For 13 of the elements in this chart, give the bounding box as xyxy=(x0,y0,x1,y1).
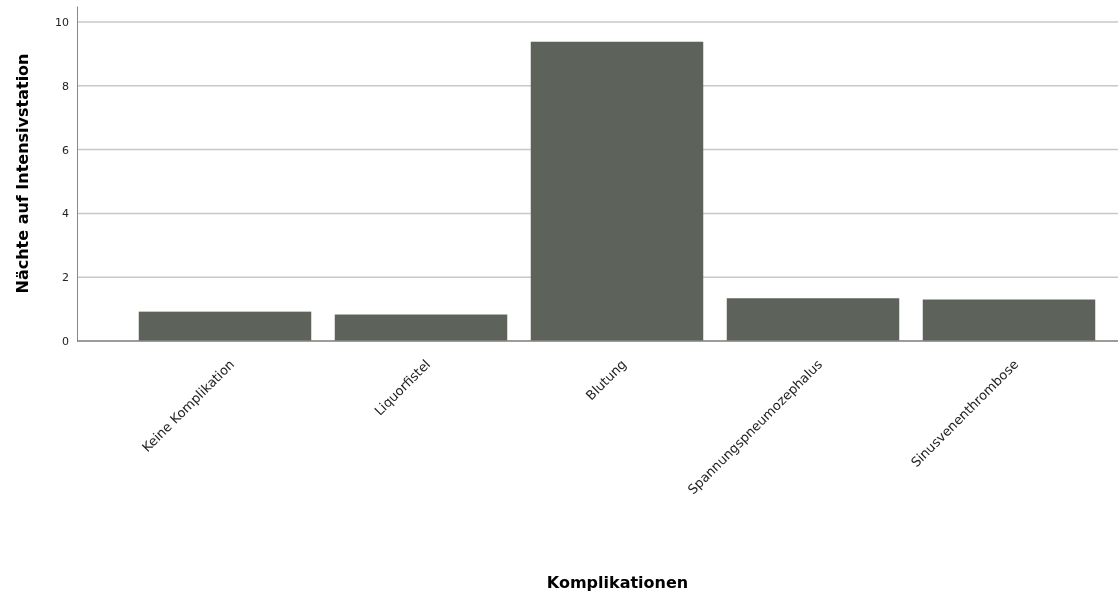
y-axis-title: Nächte auf Intensivstation xyxy=(13,53,32,294)
y-tick-label: 0 xyxy=(62,335,69,349)
bar xyxy=(138,311,312,341)
y-tick-label: 4 xyxy=(62,207,69,221)
y-tick-label: 10 xyxy=(55,15,69,29)
y-tick-label: 6 xyxy=(62,143,69,157)
x-axis-title: Komplikationen xyxy=(546,573,689,592)
bar xyxy=(726,298,900,341)
y-tick-label: 8 xyxy=(62,79,69,93)
bar xyxy=(334,314,508,341)
y-tick-label: 2 xyxy=(62,271,69,285)
bar xyxy=(530,41,704,341)
bar xyxy=(922,299,1096,341)
